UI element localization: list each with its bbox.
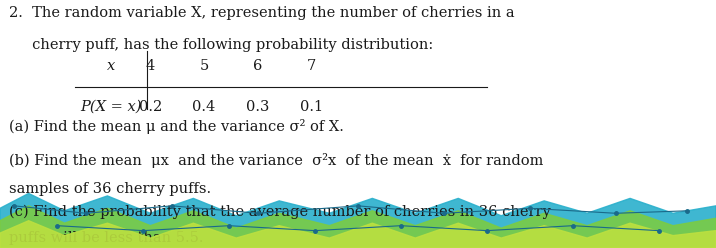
- Text: 0.3: 0.3: [246, 100, 269, 114]
- Text: 0.1: 0.1: [300, 100, 323, 114]
- Text: puffs will be less than 5.5.: puffs will be less than 5.5.: [9, 231, 203, 245]
- Polygon shape: [0, 206, 716, 248]
- Text: x: x: [107, 59, 115, 73]
- Text: 7: 7: [307, 59, 316, 73]
- Polygon shape: [0, 193, 716, 248]
- Polygon shape: [0, 221, 716, 248]
- Text: (a) Find the mean μ and the variance σ² of X.: (a) Find the mean μ and the variance σ² …: [9, 119, 344, 134]
- Text: (b) Find the mean  μx  and the variance  σ²x  of the mean  ẋ  for random: (b) Find the mean μx and the variance σ²…: [9, 153, 543, 167]
- Text: P(X = x): P(X = x): [80, 100, 142, 114]
- Text: 5: 5: [200, 59, 208, 73]
- Text: (c) Find the probability that the average number of cherries in 36 cherry: (c) Find the probability that the averag…: [9, 205, 551, 219]
- Text: 6: 6: [253, 59, 263, 73]
- Text: 0.2: 0.2: [139, 100, 162, 114]
- Text: 2.  The random variable X, representing the number of cherries in a: 2. The random variable X, representing t…: [9, 6, 514, 20]
- Text: 0.4: 0.4: [193, 100, 216, 114]
- Text: 4: 4: [146, 59, 155, 73]
- Text: samples of 36 cherry puffs.: samples of 36 cherry puffs.: [9, 182, 211, 196]
- Text: cherry puff, has the following probability distribution:: cherry puff, has the following probabili…: [9, 38, 433, 52]
